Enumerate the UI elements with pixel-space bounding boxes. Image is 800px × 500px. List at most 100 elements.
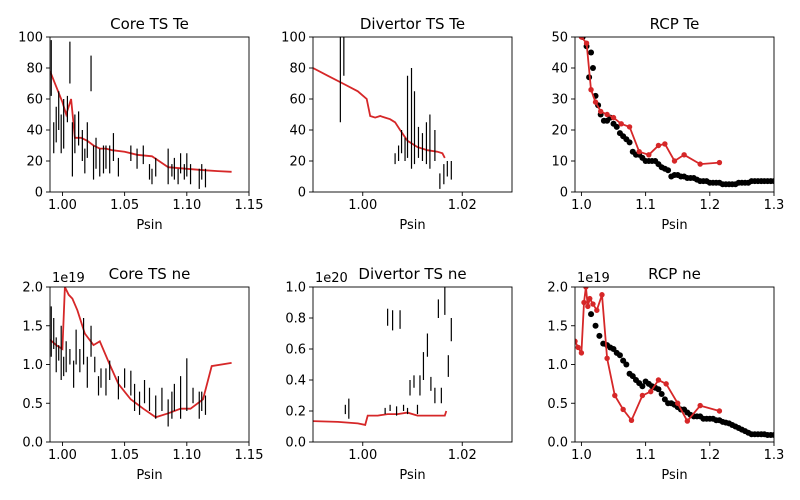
y-tick-label: 0.2 <box>285 405 306 420</box>
data-point <box>626 124 633 130</box>
series-fit-line <box>313 67 446 159</box>
subplot-3: 1.0 1.1 1.2 1.3 0 10 20 30 40 50 RCP Te Psin <box>551 15 784 233</box>
x-tick-label: 1.10 <box>172 448 201 463</box>
y-tick-label: 1.0 <box>547 358 568 373</box>
y-tick-label: 0 <box>560 186 568 201</box>
data-point <box>655 377 662 383</box>
data-point <box>658 390 665 397</box>
data-point <box>665 167 672 174</box>
axes-frame <box>574 36 775 193</box>
data-point <box>671 158 678 164</box>
plot-content <box>50 40 232 189</box>
x-axis-label: Psin <box>661 218 687 233</box>
axes-frame <box>312 286 513 443</box>
data-point <box>648 388 654 395</box>
data-point <box>771 178 774 185</box>
y-tick-label: 2.0 <box>547 281 568 296</box>
series-error-bars <box>344 287 452 419</box>
x-axis-label: Psin <box>399 218 425 233</box>
data-point <box>636 149 642 155</box>
y-tick-label: 10 <box>551 155 568 170</box>
y-tick-label: 40 <box>26 124 43 139</box>
x-tick-label: 1.00 <box>348 198 377 213</box>
data-point <box>616 352 623 359</box>
y-tick-label: 20 <box>289 155 306 170</box>
data-point <box>588 311 595 318</box>
data-point <box>597 108 604 115</box>
data-point <box>610 114 617 121</box>
x-axis-label: Psin <box>136 218 162 233</box>
data-point <box>620 406 626 413</box>
data-point <box>604 355 610 361</box>
subplot-4: 1.00 1.05 1.10 1.15 0.0 0.5 1.0 1.5 2.0 Core TS n… <box>22 265 263 483</box>
subplot-2: 1.00 1.02 0 20 40 60 80 100 Divertor TS Te Psin <box>281 15 513 233</box>
data-point <box>583 287 589 290</box>
y-tick-label: 2.0 <box>22 281 43 296</box>
x-tick-label: 1.1 <box>635 448 656 463</box>
y-tick-label: 0.5 <box>547 397 568 412</box>
y-tick-label: 1.0 <box>22 358 43 373</box>
x-tick-label: 1.3 <box>764 448 785 463</box>
y-offset-label: 1e19 <box>577 271 610 286</box>
y-tick-label: 1.0 <box>285 281 306 296</box>
x-axis-label: Psin <box>136 468 162 483</box>
data-point <box>655 386 662 393</box>
y-tick-label: 0.8 <box>285 312 306 327</box>
plot-content <box>313 287 452 426</box>
data-point <box>716 159 723 166</box>
x-tick-label: 1.05 <box>110 198 139 213</box>
x-axis-label: Psin <box>661 468 687 483</box>
data-point <box>592 99 599 105</box>
plot-content <box>575 287 774 439</box>
axes-frame <box>49 36 250 193</box>
x-tick-label: 1.02 <box>448 448 477 463</box>
series-markers <box>588 311 774 439</box>
x-tick-label: 1.02 <box>448 198 477 213</box>
subplot-1: 1.00 1.05 1.10 1.15 0 20 40 60 80 100 Core TS Te Ps… <box>18 15 263 233</box>
plot-area <box>313 37 512 192</box>
plot-content <box>313 37 452 189</box>
data-point <box>639 392 646 399</box>
data-point <box>716 408 723 414</box>
data-point <box>681 152 687 158</box>
series-error-bars <box>50 306 207 427</box>
data-point <box>585 303 591 310</box>
x-tick-label: 1.00 <box>348 448 377 463</box>
chart-title: RCP Te <box>650 15 700 33</box>
chart-title: Core TS Te <box>110 15 189 33</box>
fit-line <box>313 410 448 426</box>
y-tick-label: 1.5 <box>547 319 568 334</box>
series-error-bars <box>339 37 452 189</box>
data-point <box>623 361 630 368</box>
y-offset-label: 1e20 <box>315 271 348 286</box>
y-tick-label: 100 <box>18 31 43 46</box>
data-point <box>684 418 691 424</box>
data-point <box>628 417 635 423</box>
x-tick-label: 1.15 <box>235 198 264 213</box>
series-line-markers <box>578 37 723 167</box>
x-tick-label: 1.3 <box>764 198 785 213</box>
data-point <box>589 65 596 71</box>
data-point <box>581 299 587 306</box>
plot-area <box>313 287 512 442</box>
series-line-markers <box>575 287 723 424</box>
data-point <box>675 400 681 406</box>
series-fit-line <box>313 410 448 426</box>
data-point <box>578 350 585 356</box>
y-tick-label: 80 <box>26 62 43 77</box>
x-tick-label: 1.05 <box>110 448 139 463</box>
data-point <box>575 338 578 344</box>
data-point <box>646 152 652 158</box>
data-point <box>588 87 594 93</box>
x-tick-label: 1.2 <box>699 448 720 463</box>
chart-title: Core TS ne <box>109 265 191 283</box>
data-point <box>575 344 581 351</box>
y-tick-label: 0 <box>298 186 306 201</box>
subplot-5: 1.00 1.02 0.0 0.2 0.4 0.6 0.8 1.0 Divertor TS ne… <box>285 265 513 483</box>
y-tick-label: 50 <box>551 31 568 46</box>
data-point <box>588 49 595 56</box>
data-point <box>583 40 590 46</box>
y-offset-label: 1e19 <box>52 271 85 286</box>
x-tick-label: 1.00 <box>48 198 77 213</box>
